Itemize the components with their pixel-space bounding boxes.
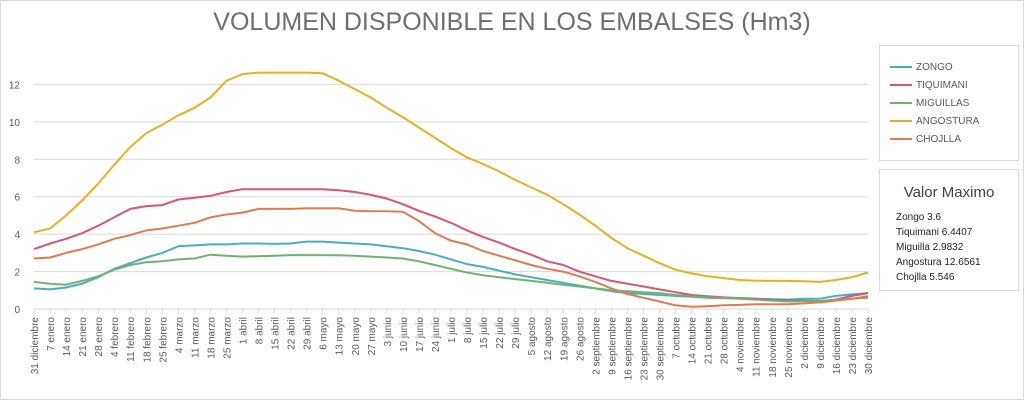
x-tick-label: 2 diciembre <box>800 317 811 369</box>
max-value-box: Valor Maximo Zongo 3.6 Tiquimani 6.4407 … <box>879 169 1019 291</box>
x-tick-label: 16 septiembre <box>623 317 634 381</box>
x-tick-label: 3 junio <box>383 317 394 347</box>
x-tick-label: 5 agosto <box>527 317 538 356</box>
chart-title: VOLUMEN DISPONIBLE EN LOS EMBALSES (Hm3) <box>213 8 811 36</box>
max-value-row: Angostura 12.6561 <box>896 257 981 268</box>
x-tick-label: 26 agosto <box>575 317 586 361</box>
legend-swatch <box>890 84 912 86</box>
x-tick-label: 4 marzo <box>174 317 185 354</box>
x-tick-label: 19 agosto <box>559 317 570 361</box>
x-tick-label: 29 julio <box>511 317 522 349</box>
x-tick-label: 23 diciembre <box>848 317 859 375</box>
x-tick-label: 30 diciembre <box>864 317 875 375</box>
y-tick-label: 4 <box>14 230 20 241</box>
x-tick-label: 30 septiembre <box>656 317 667 381</box>
x-tick-label: 11 febrero <box>126 317 137 362</box>
max-value-row: Miguilla 2.9832 <box>896 242 964 253</box>
x-tick-label: 17 junio <box>415 317 426 352</box>
x-tick-label: 23 septiembre <box>639 317 650 381</box>
legend: ZONGO TIQUIMANI MIGUILLAS ANGOSTURA CHOJLLA <box>879 45 1019 161</box>
legend-label: CHOJLLA <box>916 133 962 145</box>
x-tick-label: 15 julio <box>479 317 490 349</box>
x-tick-label: 29 abril <box>303 317 314 350</box>
legend-label: MIGUILLAS <box>916 97 970 109</box>
legend-item: CHOJLLA <box>890 132 961 146</box>
x-tick-label: 2 septiembre <box>591 317 602 375</box>
series-line-miguillas <box>33 253 869 303</box>
x-tick-label: 22 abril <box>287 317 298 350</box>
x-tick-label: 9 diciembre <box>816 317 827 369</box>
max-value-row: Zongo 3.6 <box>896 212 942 223</box>
x-tick-label: 18 noviembre <box>768 317 779 378</box>
x-tick-label: 15 abril <box>271 317 282 350</box>
x-tick-label: 9 septiembre <box>607 317 618 375</box>
legend-swatch <box>890 66 912 68</box>
legend-label: ZONGO <box>916 61 953 73</box>
y-tick-label: 8 <box>14 155 20 166</box>
series-line-zongo <box>33 240 869 301</box>
x-tick-label: 27 mayo <box>367 317 378 356</box>
x-tick-label: 1 julio <box>447 317 458 344</box>
legend-swatch <box>890 120 912 122</box>
max-value-row: Chojlla 5.546 <box>896 272 955 283</box>
x-tick-label: 21 octubre <box>704 317 715 365</box>
x-tick-label: 16 diciembre <box>832 317 843 375</box>
x-tick-label: 22 julio <box>495 317 506 349</box>
x-tick-label: 14 octubre <box>688 317 699 365</box>
legend-swatch <box>890 138 912 140</box>
x-tick-label: 7 enero <box>46 317 57 351</box>
y-tick-label: 2 <box>14 268 20 279</box>
x-tick-label: 25 noviembre <box>784 317 795 378</box>
x-tick-label: 21 enero <box>78 317 89 357</box>
x-tick-label: 14 enero <box>62 317 73 357</box>
x-tick-label: 12 agosto <box>543 317 554 361</box>
legend-label: ANGOSTURA <box>916 115 980 127</box>
legend-item: ANGOSTURA <box>890 114 979 128</box>
x-tick-label: 18 febrero <box>142 317 153 363</box>
series-line-chojlla <box>33 207 869 308</box>
x-tick-label: 7 octubre <box>672 317 683 359</box>
series-line-angostura <box>33 71 869 283</box>
x-tick-label: 25 febrero <box>158 317 169 363</box>
x-tick-label: 8 abril <box>255 317 266 344</box>
legend-item: TIQUIMANI <box>890 78 968 92</box>
x-tick-label: 25 marzo <box>222 317 233 359</box>
legend-label: TIQUIMANI <box>916 79 968 91</box>
max-value-row: Tiquimani 6.4407 <box>896 227 973 238</box>
max-value-title: Valor Maximo <box>903 184 995 201</box>
y-tick-label: 6 <box>14 193 20 204</box>
legend-swatch <box>890 102 912 104</box>
y-tick-label: 12 <box>9 80 21 91</box>
x-tick-label: 8 julio <box>463 317 474 344</box>
y-tick-label: 0 <box>14 305 20 316</box>
x-tick-label: 1 abril <box>239 317 250 344</box>
x-tick-label: 24 junio <box>431 317 442 352</box>
x-tick-label: 4 febrero <box>110 317 121 357</box>
y-tick-label: 10 <box>9 118 21 129</box>
x-tick-label: 4 noviembre <box>736 317 747 372</box>
x-tick-label: 11 marzo <box>190 317 201 358</box>
series-line-tiquimani <box>33 188 869 303</box>
x-tick-label: 20 mayo <box>351 317 362 356</box>
x-tick-label: 11 noviembre <box>752 317 763 377</box>
x-tick-label: 28 enero <box>94 317 105 357</box>
x-tick-label: 13 mayo <box>335 317 346 356</box>
legend-item: MIGUILLAS <box>890 96 969 110</box>
x-tick-label: 31 diciembre <box>30 317 41 375</box>
x-tick-label: 28 octubre <box>720 317 731 365</box>
x-tick-label: 18 marzo <box>206 317 217 359</box>
x-tick-label: 6 mayo <box>319 317 330 350</box>
x-tick-label: 10 junio <box>399 317 410 352</box>
legend-item: ZONGO <box>890 60 953 74</box>
